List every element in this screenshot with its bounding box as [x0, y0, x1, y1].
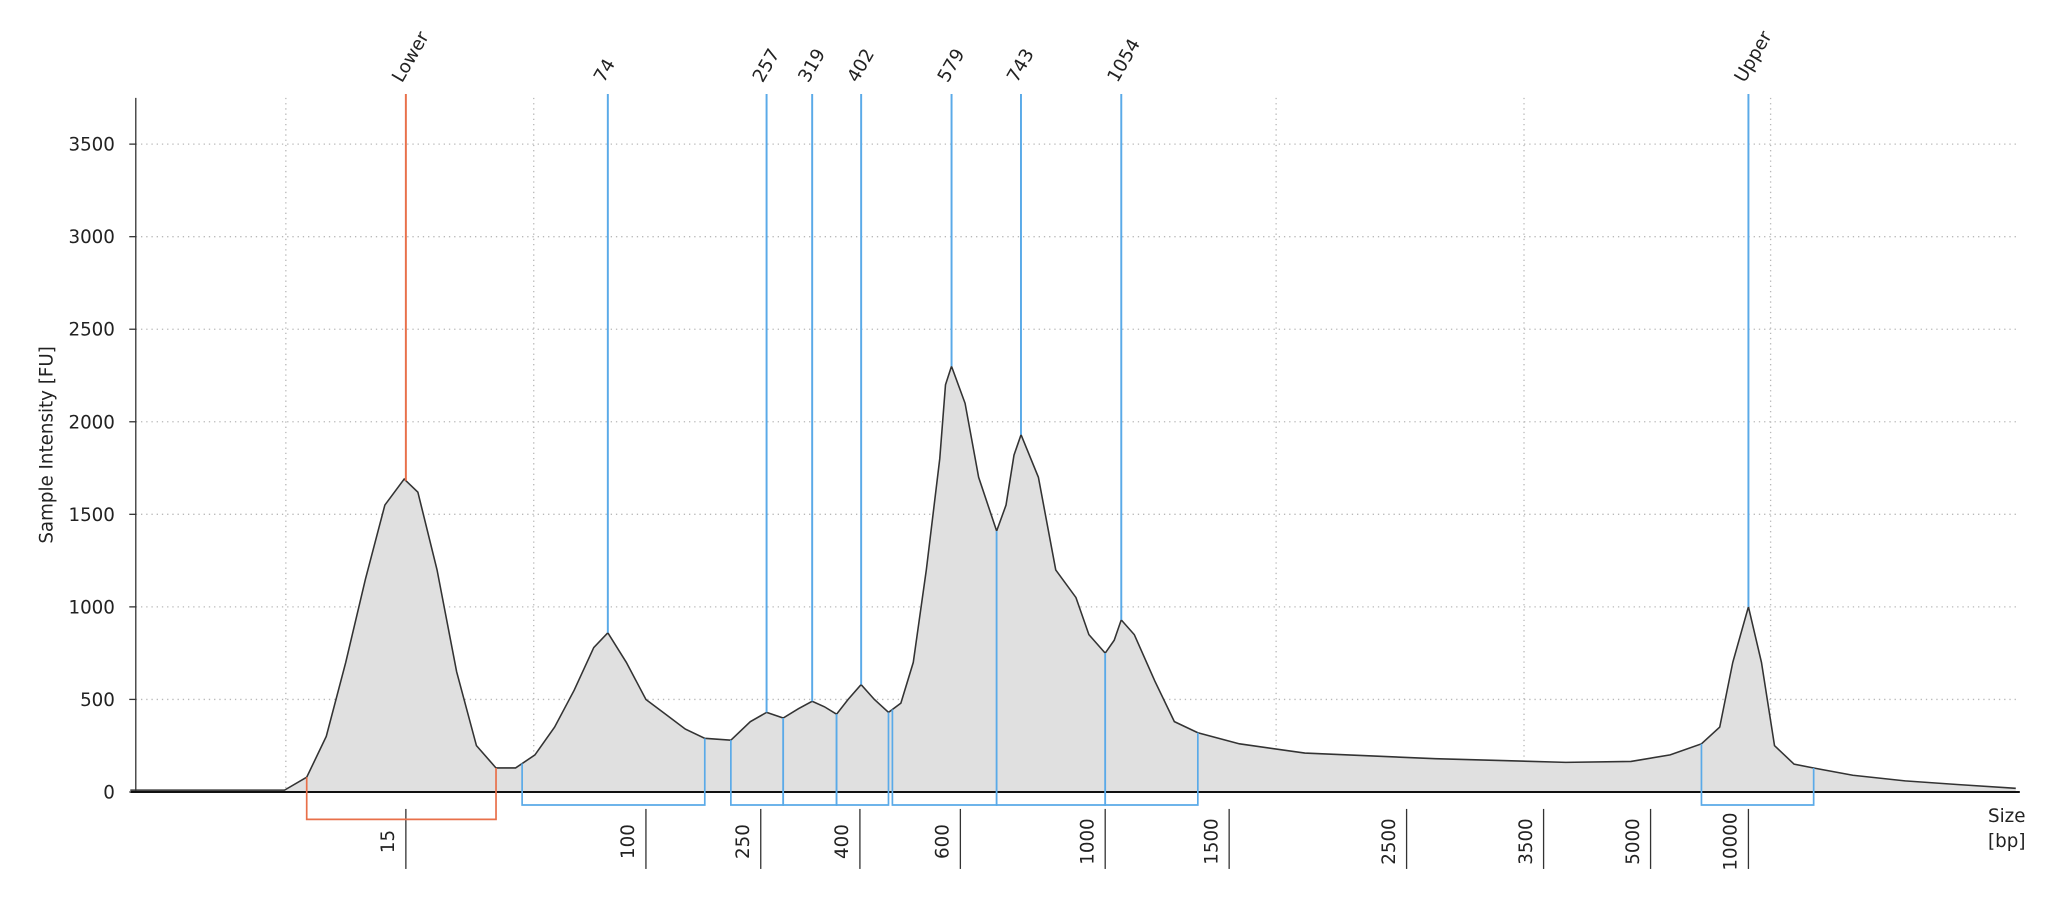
y-tick-label: 500 — [80, 690, 115, 711]
peak-label: 402 — [843, 45, 879, 86]
peak-label: Upper — [1731, 27, 1777, 86]
peak-label: 257 — [749, 45, 785, 86]
peak-region — [835, 712, 890, 806]
peak-region — [1104, 653, 1199, 806]
peak-region — [1700, 743, 1815, 806]
x-axis-label: Size — [1988, 806, 2025, 827]
y-tick-label: 1500 — [68, 505, 114, 526]
y-tick-label: 2500 — [68, 320, 114, 341]
x-tick-label: 1500 — [1201, 818, 1222, 864]
y-tick-label: 1000 — [68, 597, 114, 618]
x-tick-label: 2500 — [1379, 818, 1400, 864]
x-tick-label: 250 — [733, 824, 754, 859]
peak-label: 1054 — [1104, 35, 1145, 86]
x-tick-label: 3500 — [1516, 818, 1537, 864]
peak-label: 74 — [590, 55, 620, 86]
peak-label: 743 — [1003, 45, 1039, 86]
peak-region — [305, 767, 497, 821]
y-tick-label: 2000 — [68, 412, 114, 433]
trace-line — [130, 363, 2016, 791]
x-tick-label: 1000 — [1077, 818, 1098, 864]
x-tick-label: 600 — [933, 824, 954, 859]
y-axis-label: Sample Intensity [FU] — [36, 346, 57, 544]
area-fill — [130, 366, 2016, 792]
x-axis-label: [bp] — [1988, 831, 2025, 852]
peak-region — [521, 738, 706, 806]
y-tick-label: 0 — [103, 782, 115, 803]
peak-label: 579 — [934, 45, 970, 86]
peak-label: Lower — [388, 28, 434, 86]
x-tick-label: 100 — [618, 824, 639, 859]
x-tick-label: 5000 — [1623, 818, 1644, 864]
x-tick-label: 15 — [378, 830, 399, 853]
x-tick-label: 10000 — [1721, 813, 1742, 871]
peak-label: 319 — [794, 45, 830, 86]
y-tick-label: 3500 — [68, 135, 114, 156]
x-tick-label: 400 — [832, 824, 853, 859]
y-tick-label: 3000 — [68, 227, 114, 248]
